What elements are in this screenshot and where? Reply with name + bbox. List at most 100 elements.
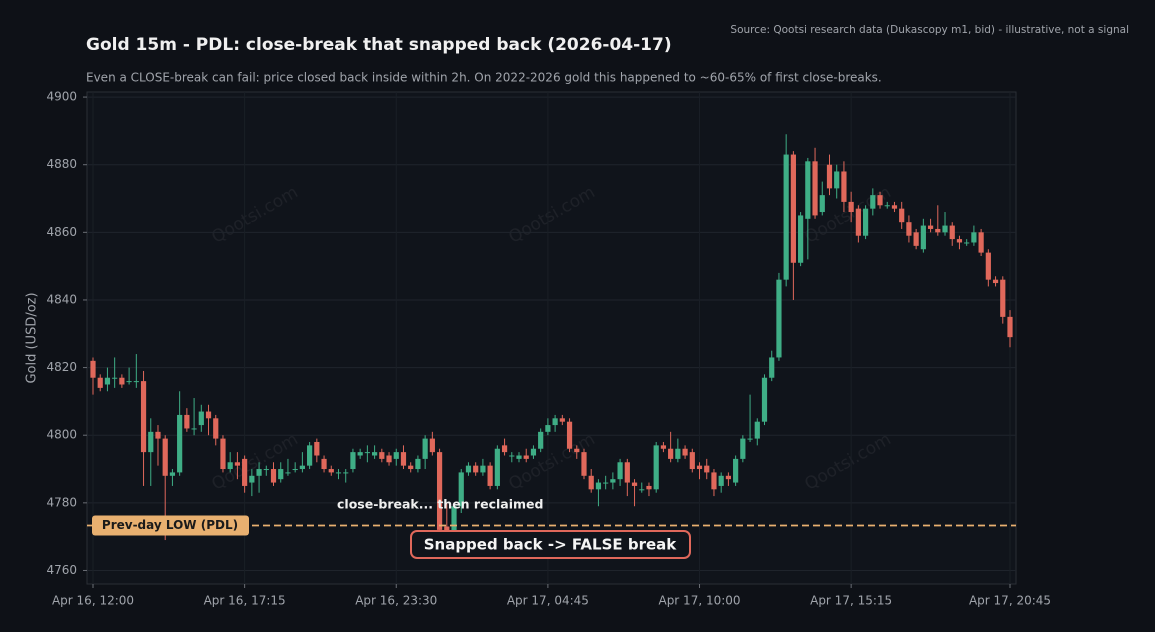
candle-body [379,452,385,459]
candle-body [639,489,645,491]
candle-body [112,377,118,379]
candle-body [169,472,176,476]
pdl-label: Prev-day LOW (PDL) [102,518,238,532]
candle-body [790,154,796,263]
candle-body [646,485,652,490]
y-tick-label: 4760 [46,563,77,577]
candle-body [812,161,818,216]
annotation-box [410,530,691,559]
candle-body [783,154,789,280]
candle-body [386,455,392,463]
candle-body [747,438,753,440]
candle-body [718,475,724,486]
candle-body [906,222,912,236]
candle-body [429,438,435,453]
candle-body [104,377,111,385]
candle-body [140,381,147,453]
candle-body [603,482,609,484]
candle-body [335,472,342,474]
candle-body [205,411,212,419]
candle-body [971,232,977,243]
candle-body [819,195,825,213]
candle-body [415,458,421,470]
x-tick-label: Apr 16, 12:00 [52,594,134,608]
candle-body [761,377,768,422]
y-tick-label: 4880 [46,157,77,171]
candle-body [198,411,204,426]
candle-body [653,445,659,490]
y-tick-label: 4820 [46,360,77,374]
candle-body [314,441,320,456]
candle-body [451,506,457,534]
candle-body [408,465,414,470]
candle-body [292,469,298,471]
candle-body [90,360,96,378]
candle-body [942,225,948,233]
source: Source: Qootsi research data (Dukascopy … [730,24,1129,36]
y-tick-label: 4780 [46,495,77,509]
subtitle: Even a CLOSE-break can fail: price close… [86,71,882,85]
candle-body [964,242,970,244]
candle-body [220,438,226,470]
candle-body [978,232,984,253]
candle-body [328,469,334,473]
candle-body [473,465,479,473]
candle-body [776,279,782,358]
candle-body [798,215,804,263]
candle-body [371,452,378,456]
candle-body [97,377,103,388]
candle-body [913,232,919,246]
candle-body [588,475,594,490]
candle-body [278,469,284,480]
candle-body [480,465,486,473]
candle-body [119,377,125,385]
candle-body [848,201,854,213]
candle-body [227,462,233,470]
candle-body [891,205,898,209]
x-tick-label: Apr 17, 04:45 [507,594,589,608]
candle-body [956,239,963,243]
candle-body [566,421,573,449]
candle-body [321,458,327,470]
candle-body [574,448,580,453]
candle-body [769,357,775,378]
candle-body [1000,279,1006,317]
candle-body [826,164,833,189]
candle-body [884,205,890,207]
candle-body [364,452,370,454]
candle-body [552,418,558,426]
candle-body [148,431,154,453]
candle-body [270,469,277,483]
plot-area [86,91,1017,585]
candle-body [357,452,363,456]
candle-body [162,438,168,476]
x-tick-label: Apr 17, 10:00 [658,594,740,608]
x-tick-label: Apr 17, 15:15 [810,594,892,608]
candle-body [992,279,999,284]
candle-body [133,381,139,383]
y-tick-label: 4900 [46,90,77,104]
y-axis-label: Gold (USD/oz) [25,292,40,383]
candle-body [740,438,746,459]
candle-body [249,475,255,483]
annotation: Snapped back -> FALSE break [424,536,678,554]
candle-body [501,445,508,453]
chart-title: Gold 15m - PDL: close-break that snapped… [86,35,672,55]
candle-body [624,462,630,483]
candle-body [733,458,739,483]
candle-body [855,208,861,236]
candle-body [920,225,926,250]
candle-body [660,445,667,449]
candle-body [862,208,869,236]
annotation: close-break... then reclaimed [337,497,543,512]
candle-body [538,431,544,449]
candle-body [234,462,241,466]
candle-body [263,469,269,471]
candle-body [927,225,934,229]
candle-body [299,465,305,470]
candle-body [530,448,537,456]
candle-body [581,452,587,476]
candle-body [668,448,674,459]
candle-body [870,195,876,209]
y-tick-label: 4840 [46,292,77,306]
